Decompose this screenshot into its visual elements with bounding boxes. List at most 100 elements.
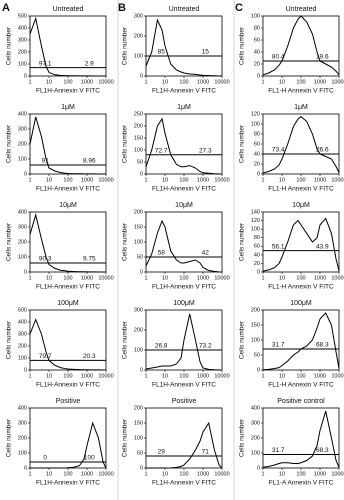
histogram-line (145, 219, 222, 273)
x-tick-label: 10000 (214, 471, 229, 477)
y-tick-label: 200 (134, 209, 143, 215)
x-axis-label: FL1H-Annexin V FITC (36, 88, 100, 95)
y-tick-label: 50 (254, 352, 260, 358)
y-axis-label: Cells number (6, 222, 13, 261)
y-tick-label: 100 (18, 61, 27, 67)
x-tick-label: 10 (46, 79, 52, 85)
x-tick-label: 1000 (314, 275, 326, 281)
histogram-line (30, 421, 107, 469)
panel-title: 1μM (177, 104, 191, 111)
gate-percent: 42 (202, 250, 210, 257)
y-tick-label: 40 (254, 151, 260, 157)
x-tick-label: 10 (162, 275, 168, 281)
x-tick-label: 100 (63, 471, 72, 477)
plot-frame (145, 407, 223, 469)
y-tick-label: 300 (134, 13, 143, 19)
y-tick-label: 200 (251, 435, 260, 441)
x-tick-label: 10 (279, 471, 285, 477)
y-tick-label: 400 (18, 25, 27, 31)
y-tick-label: 100 (251, 337, 260, 343)
y-tick-label: 100 (134, 53, 143, 59)
y-tick-label: 100 (134, 347, 143, 353)
y-tick-label: 0 (24, 73, 27, 79)
y-tick-label: 60 (254, 244, 260, 250)
histogram-line (146, 421, 223, 469)
x-tick-label: 1 (28, 275, 31, 281)
gate-percent: 68.3 (316, 447, 329, 454)
x-tick-label: 1 (144, 79, 147, 85)
y-tick-label: 0 (140, 465, 143, 471)
x-tick-label: 100 (179, 79, 188, 85)
y-tick-label: 200 (18, 343, 27, 349)
y-tick-label: 100 (251, 450, 260, 456)
histogram-line (145, 313, 222, 371)
x-tick-label: 1 (261, 275, 264, 281)
gate-percent: 100 (84, 455, 95, 462)
y-tick-label: 100 (134, 435, 143, 441)
x-tick-label: 100 (296, 471, 305, 477)
panel-title: Untreated (53, 6, 84, 13)
histogram-line (262, 15, 340, 76)
y-axis-label: Cells number (239, 26, 246, 65)
x-tick-label: 100 (296, 373, 305, 379)
y-tick-label: 20 (254, 161, 260, 167)
gate-percent: 71 (202, 449, 210, 456)
y-tick-label: 0 (140, 367, 143, 373)
y-axis-label: Cells number (6, 418, 13, 457)
x-tick-label: 100 (63, 79, 72, 85)
y-tick-label: 40 (254, 49, 260, 55)
y-tick-label: 150 (134, 224, 143, 230)
x-tick-label: 1 (261, 79, 264, 85)
panel-title: 1μM (61, 104, 75, 111)
gate-percent: 85 (158, 49, 166, 56)
y-tick-label: 250 (134, 111, 143, 117)
x-tick-label: 1 (28, 471, 31, 477)
panel-title: 100μM (57, 300, 79, 307)
y-tick-label: 150 (134, 420, 143, 426)
panel-title: 10μM (292, 202, 310, 209)
x-tick-label: 1000 (314, 471, 326, 477)
y-axis-label: Cells number (122, 418, 129, 457)
x-axis-label: FL1-H Annexin V FITC (268, 284, 334, 291)
x-tick-label: 10000 (214, 79, 229, 85)
y-axis-label: Cells number (239, 124, 246, 163)
y-tick-label: 0 (24, 171, 27, 177)
gate-percent: 80.4 (272, 54, 285, 61)
panel-label: A (2, 2, 10, 14)
y-tick-label: 0 (257, 73, 260, 79)
x-tick-label: 100 (296, 177, 305, 183)
histogram-line (29, 318, 106, 371)
gate-percent: 73.2 (199, 343, 212, 350)
y-axis-label: Cells number (6, 124, 13, 163)
y-tick-label: 150 (134, 135, 143, 141)
gate-percent: 72.7 (155, 148, 168, 155)
plot-frame (29, 309, 107, 371)
x-tick-label: 1 (144, 471, 147, 477)
gate-percent: 0 (43, 455, 47, 462)
gate-percent: 68.3 (316, 342, 329, 349)
gate-percent: 19.6 (316, 54, 329, 61)
x-tick-label: 1000 (314, 177, 326, 183)
y-tick-label: 0 (140, 269, 143, 275)
x-tick-label: 10000 (331, 177, 344, 183)
x-tick-label: 10 (279, 79, 285, 85)
panel-title: 100μM (173, 300, 195, 307)
panel-title: 10μM (175, 202, 193, 209)
y-tick-label: 400 (18, 111, 27, 117)
x-tick-label: 1000 (81, 471, 93, 477)
x-tick-label: 1 (28, 79, 31, 85)
y-tick-label: 200 (251, 307, 260, 313)
y-tick-label: 100 (18, 156, 27, 162)
gate-percent: 27.3 (199, 148, 212, 155)
x-axis-label: FL1-H Annexin V FITC (268, 88, 334, 95)
y-tick-label: 0 (24, 465, 27, 471)
y-tick-label: 300 (18, 420, 27, 426)
x-tick-label: 1000 (81, 79, 93, 85)
y-tick-label: 100 (134, 147, 143, 153)
y-axis-label: Cells number (122, 222, 129, 261)
x-tick-label: 1 (28, 373, 31, 379)
y-tick-label: 200 (134, 405, 143, 411)
y-axis-label: Cells number (6, 320, 13, 359)
x-tick-label: 10 (162, 373, 168, 379)
panel-title: 100μM (290, 300, 312, 307)
